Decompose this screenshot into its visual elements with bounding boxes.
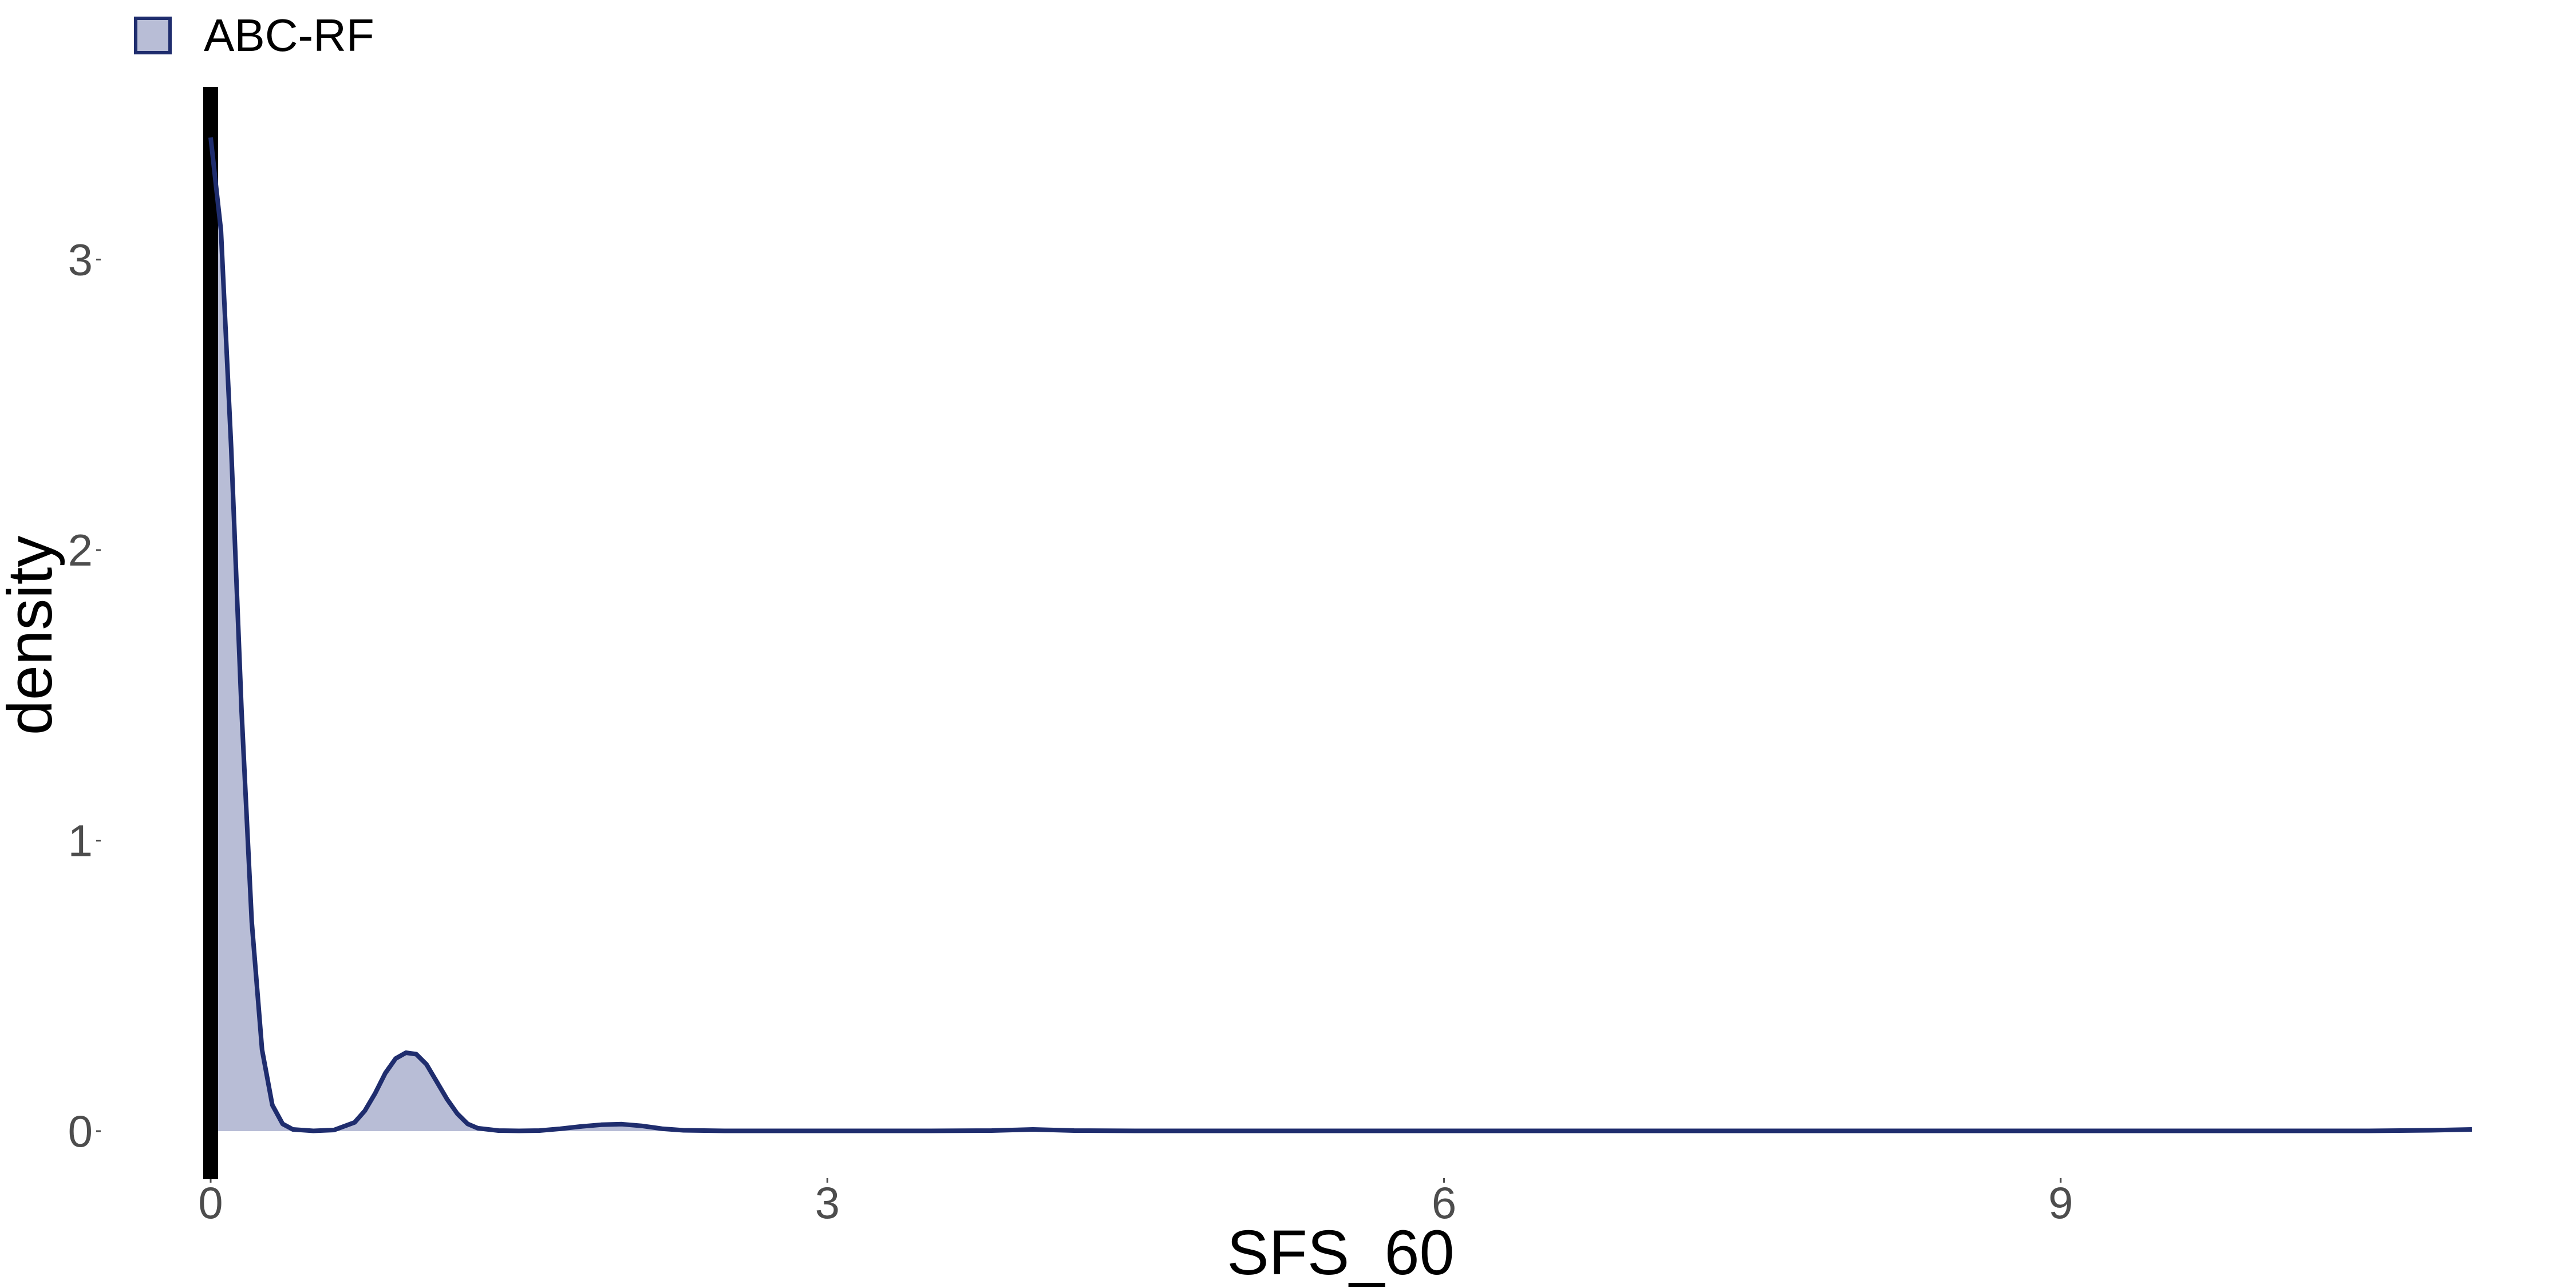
y-tick-label: 3 <box>68 234 93 285</box>
x-tick-label: 6 <box>1432 1178 1456 1228</box>
x-tick-label: 3 <box>815 1178 840 1228</box>
density-area-abc-rf <box>211 137 2472 1132</box>
density-line-abc-rf <box>208 137 2472 1133</box>
y-axis-ticks: 0 1 2 3 <box>68 234 101 1156</box>
legend-key-abc-rf <box>134 17 172 54</box>
y-tick-label: 2 <box>68 525 93 575</box>
x-axis-title: SFS_60 <box>1227 1218 1454 1288</box>
y-axis-title: density <box>0 536 65 736</box>
legend: ABC-RF <box>134 10 374 61</box>
y-tick-label: 0 <box>68 1106 93 1156</box>
x-axis-ticks: 0 3 6 9 <box>198 1178 2073 1228</box>
reference-vertical-line <box>203 87 218 1179</box>
legend-label-abc-rf: ABC-RF <box>204 10 374 61</box>
y-tick-label: 1 <box>68 815 93 866</box>
x-tick-label: 9 <box>2048 1178 2073 1228</box>
x-tick-label: 0 <box>198 1178 223 1228</box>
